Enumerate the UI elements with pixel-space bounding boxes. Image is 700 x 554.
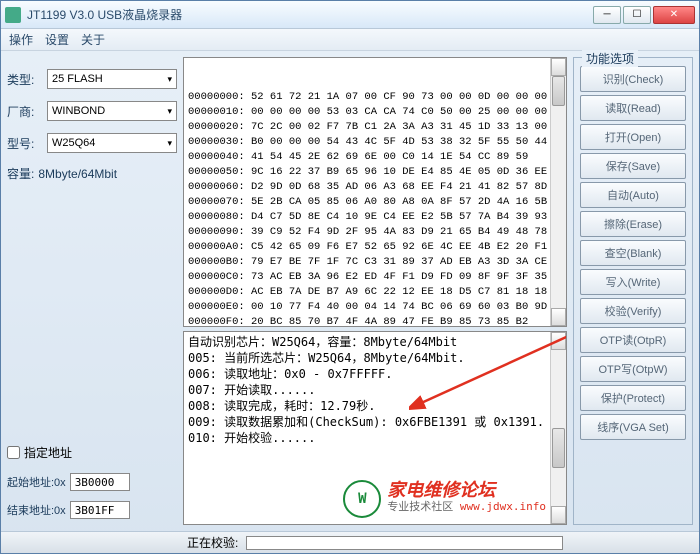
hex-line: 00000070: 5E 2B CA 05 85 06 A0 80 A8 0A … [188, 195, 562, 210]
start-addr-input[interactable] [70, 473, 130, 491]
write-button[interactable]: 写入(Write) [580, 269, 686, 295]
model-value: W25Q64 [52, 137, 95, 149]
menu-settings[interactable]: 设置 [45, 31, 69, 48]
model-row: 型号: W25Q64 [7, 133, 177, 153]
type-value: 25 FLASH [52, 73, 103, 85]
type-select[interactable]: 25 FLASH [47, 69, 177, 89]
otp-read-button[interactable]: OTP读(OtpR) [580, 327, 686, 353]
log-line: 006: 读取地址：0x0 - 0x7FFFFF. [188, 366, 562, 382]
log-view[interactable]: 自动识别芯片：W25Q64，容量：8Mbyte/64Mbit005: 当前所选芯… [183, 331, 567, 525]
statusbar: 正在校验: [1, 531, 699, 553]
vendor-row: 厂商: WINBOND [7, 101, 177, 121]
capacity-row: 容量: 8Mbyte/64Mbit [7, 165, 177, 182]
verify-button[interactable]: 校验(Verify) [580, 298, 686, 324]
right-panel: 功能选项 识别(Check) 读取(Read) 打开(Open) 保存(Save… [573, 57, 693, 525]
menubar: 操作 设置 关于 [1, 29, 699, 51]
window-title: JT1199 V3.0 USB液晶烧录器 [27, 6, 593, 23]
otp-write-button[interactable]: OTP写(OtpW) [580, 356, 686, 382]
hex-line: 00000080: D4 C7 5D 8E C4 10 9E C4 EE E2 … [188, 210, 562, 225]
app-icon [5, 7, 21, 23]
auto-button[interactable]: 自动(Auto) [580, 182, 686, 208]
addr-checkbox[interactable] [7, 446, 20, 459]
end-addr-label: 结束地址:0x [7, 502, 66, 518]
end-addr-input[interactable] [70, 501, 130, 519]
hex-line: 000000F0: 20 BC 85 70 B7 4F 4A 89 47 FE … [188, 315, 562, 327]
capacity-label: 容量: [7, 165, 34, 182]
check-button[interactable]: 识别(Check) [580, 66, 686, 92]
addr-checkbox-row: 指定地址 [7, 444, 177, 461]
log-line: 008: 读取完成，耗时：12.79秒. [188, 398, 562, 414]
log-line: 010: 开始校验...... [188, 430, 562, 446]
watermark-subtitle: 专业技术社区 www.jdwx.info [387, 499, 546, 515]
hex-line: 00000060: D2 9D 0D 68 35 AD 06 A3 68 EE … [188, 180, 562, 195]
vga-set-button[interactable]: 线序(VGA Set) [580, 414, 686, 440]
capacity-value: 8Mbyte/64Mbit [38, 167, 117, 181]
window-buttons: ─ ☐ ✕ [593, 6, 695, 24]
log-line: 009: 读取数据累加和(CheckSum): 0x6FBE1391 或 0x1… [188, 414, 562, 430]
model-select[interactable]: W25Q64 [47, 133, 177, 153]
maximize-button[interactable]: ☐ [623, 6, 651, 24]
left-panel: 类型: 25 FLASH 厂商: WINBOND 型号: W25Q64 容量: … [7, 57, 177, 525]
type-row: 类型: 25 FLASH [7, 69, 177, 89]
menu-operation[interactable]: 操作 [9, 31, 33, 48]
watermark: W 家电维修论坛 专业技术社区 www.jdwx.info [343, 480, 546, 518]
log-scroll-thumb[interactable] [552, 428, 565, 468]
function-group: 功能选项 识别(Check) 读取(Read) 打开(Open) 保存(Save… [573, 57, 693, 525]
end-addr-row: 结束地址:0x [7, 501, 177, 519]
function-group-title: 功能选项 [582, 50, 638, 67]
read-button[interactable]: 读取(Read) [580, 95, 686, 121]
hex-view[interactable]: 00000000: 52 61 72 21 1A 07 00 CF 90 73 … [183, 57, 567, 327]
app-window: JT1199 V3.0 USB液晶烧录器 ─ ☐ ✕ 操作 设置 关于 类型: … [0, 0, 700, 554]
log-scrollbar[interactable] [550, 332, 566, 524]
protect-button[interactable]: 保护(Protect) [580, 385, 686, 411]
type-label: 类型: [7, 71, 43, 88]
hex-scrollbar[interactable] [550, 58, 566, 326]
hex-line: 00000010: 00 00 00 00 53 03 CA CA 74 C0 … [188, 105, 562, 120]
watermark-title: 家电维修论坛 [387, 483, 546, 499]
minimize-button[interactable]: ─ [593, 6, 621, 24]
start-addr-row: 起始地址:0x [7, 473, 177, 491]
watermark-text: 家电维修论坛 专业技术社区 www.jdwx.info [387, 483, 546, 515]
log-line: 自动识别芯片：W25Q64，容量：8Mbyte/64Mbit [188, 334, 562, 350]
start-addr-label: 起始地址:0x [7, 474, 66, 490]
content-area: 类型: 25 FLASH 厂商: WINBOND 型号: W25Q64 容量: … [1, 51, 699, 531]
status-label: 正在校验: [187, 534, 238, 551]
open-button[interactable]: 打开(Open) [580, 124, 686, 150]
vendor-select[interactable]: WINBOND [47, 101, 177, 121]
hex-line: 00000020: 7C 2C 00 02 F7 7B C1 2A 3A A3 … [188, 120, 562, 135]
vendor-label: 厂商: [7, 103, 43, 120]
hex-line: 000000B0: 79 E7 BE 7F 1F 7C C3 31 89 37 … [188, 255, 562, 270]
progress-bar [246, 536, 563, 550]
hex-line: 00000030: B0 00 00 00 54 43 4C 5F 4D 53 … [188, 135, 562, 150]
hex-line: 00000000: 52 61 72 21 1A 07 00 CF 90 73 … [188, 90, 562, 105]
close-button[interactable]: ✕ [653, 6, 695, 24]
hex-line: 00000090: 39 C9 52 F4 9D 2F 95 4A 83 D9 … [188, 225, 562, 240]
blank-button[interactable]: 查空(Blank) [580, 240, 686, 266]
log-line: 007: 开始读取...... [188, 382, 562, 398]
hex-line: 000000A0: C5 42 65 09 F6 E7 52 65 92 6E … [188, 240, 562, 255]
hex-line: 000000D0: AC EB 7A DE B7 A9 6C 22 12 EE … [188, 285, 562, 300]
hex-line: 000000C0: 73 AC EB 3A 96 E2 ED 4F F1 D9 … [188, 270, 562, 285]
vendor-value: WINBOND [52, 105, 105, 117]
menu-about[interactable]: 关于 [81, 31, 105, 48]
center-panel: 00000000: 52 61 72 21 1A 07 00 CF 90 73 … [183, 57, 567, 525]
hex-scroll-thumb[interactable] [552, 76, 565, 106]
addr-checkbox-label: 指定地址 [24, 444, 72, 461]
watermark-logo: W [343, 480, 381, 518]
erase-button[interactable]: 擦除(Erase) [580, 211, 686, 237]
hex-line: 00000040: 41 54 45 2E 62 69 6E 00 C0 14 … [188, 150, 562, 165]
save-button[interactable]: 保存(Save) [580, 153, 686, 179]
log-line: 005: 当前所选芯片：W25Q64，8Mbyte/64Mbit. [188, 350, 562, 366]
hex-line: 000000E0: 00 10 77 F4 40 00 04 14 74 BC … [188, 300, 562, 315]
model-label: 型号: [7, 135, 43, 152]
titlebar: JT1199 V3.0 USB液晶烧录器 ─ ☐ ✕ [1, 1, 699, 29]
hex-line: 00000050: 9C 16 22 37 B9 65 96 10 DE E4 … [188, 165, 562, 180]
